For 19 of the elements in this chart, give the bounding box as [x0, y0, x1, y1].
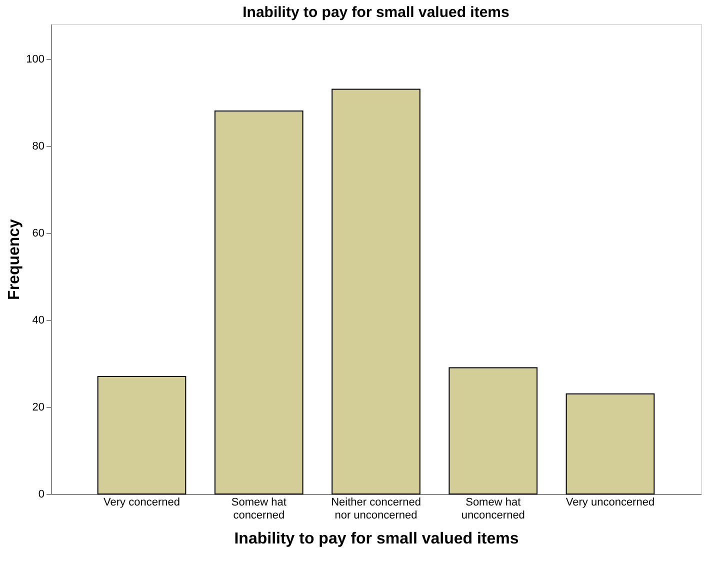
y-axis-title: Frequency — [6, 218, 24, 300]
bar — [214, 110, 304, 494]
bar — [566, 393, 655, 494]
x-tick-label: Very concerned — [104, 496, 180, 508]
chart-title: Inability to pay for small valued items — [242, 4, 510, 21]
y-tick-label: 20 — [32, 401, 44, 414]
bar — [332, 88, 420, 494]
y-tick-label: 80 — [32, 140, 44, 152]
x-tick-label: Very unconcerned — [566, 496, 655, 508]
bar — [97, 376, 186, 494]
x-axis-title: Inability to pay for small valued items — [234, 530, 519, 548]
y-tick-label: 40 — [32, 314, 44, 326]
bar — [448, 367, 538, 494]
y-tick-label: 100 — [26, 53, 44, 66]
y-tick-label: 0 — [38, 488, 44, 500]
y-tick-label: 60 — [32, 227, 44, 240]
x-tick-label: Somew hat concerned — [231, 496, 286, 522]
x-tick-label: Neither concerned nor unconcerned — [331, 496, 421, 522]
x-tick-label: Somew hat unconcerned — [461, 496, 525, 522]
